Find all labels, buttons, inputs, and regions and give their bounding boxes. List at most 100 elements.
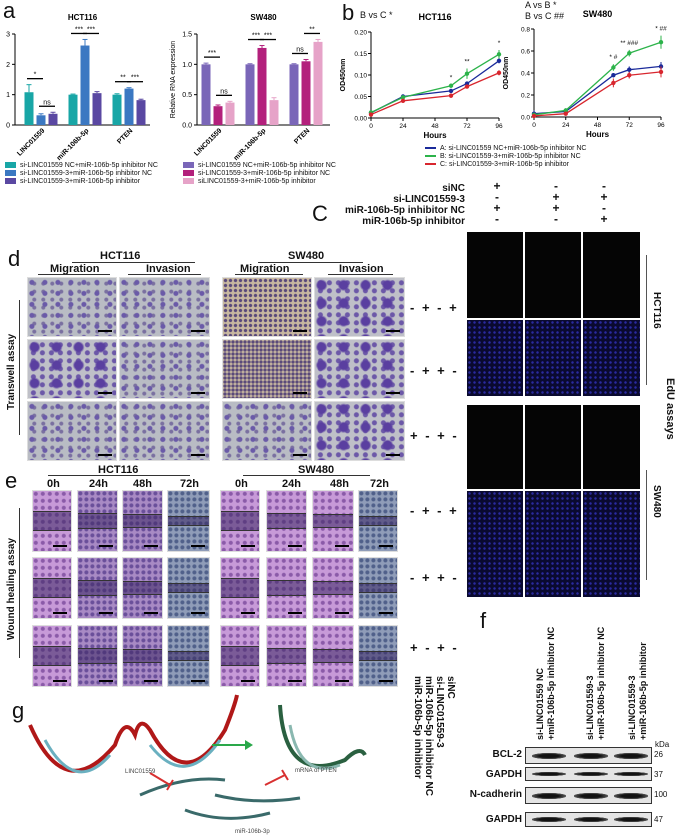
bar (301, 61, 311, 125)
protein-band (614, 792, 648, 799)
transwell-image (222, 401, 312, 461)
protein-band (614, 816, 648, 823)
significance-label: ns (220, 88, 228, 95)
chart-title: SW480 (583, 9, 613, 19)
edu-label-hct116: HCT116 (651, 292, 662, 329)
condition-label: siNC (442, 183, 465, 194)
d-invasion-label: Invasion (146, 263, 191, 275)
e-title-hct116: HCT116 (98, 464, 139, 476)
protein-band (532, 816, 566, 823)
y-tick-label: 0.10 (354, 73, 367, 80)
transwell-image (119, 339, 210, 399)
data-point (658, 40, 664, 45)
significance-label: *** (87, 26, 95, 33)
transwell-image (222, 277, 312, 337)
y-axis-label: OD450nm (503, 57, 510, 90)
y-tick-label: 1 (6, 92, 10, 99)
divider (235, 274, 303, 275)
time-label: 24h (89, 478, 108, 490)
kda-marker: 37 (654, 770, 663, 779)
mrna-pten-label: mRNA of PTEN (295, 768, 337, 774)
protein-band (532, 771, 566, 777)
significance-label: ns (296, 46, 304, 53)
y-tick-label: 0.5 (182, 92, 192, 99)
data-point (496, 70, 502, 76)
edu-image (525, 320, 581, 396)
data-point (496, 58, 502, 64)
transwell-image (314, 401, 405, 461)
y-tick-label: 2 (6, 62, 10, 69)
bar (213, 106, 223, 125)
d-invasion-label: Invasion (339, 263, 384, 275)
divider (258, 262, 363, 263)
data-point (627, 51, 632, 56)
wound-image (77, 625, 118, 687)
time-label: 72h (370, 478, 389, 490)
panel-label-e: e (5, 468, 18, 493)
kda-marker: 26 (654, 750, 663, 759)
significance-label: ** (464, 59, 470, 66)
x-tick-label: 48 (431, 123, 439, 130)
legend-swatch (425, 163, 436, 165)
legend-swatch (425, 147, 436, 149)
mechanism-diagram: LINC01559 mRNA of PTEN miR-106b-3p (28, 694, 367, 835)
condition-legend-vertical: siNC si-LINC01559-3 miR-106b-5p inhibito… (412, 676, 456, 797)
data-point (448, 88, 454, 94)
edu-assays-label: EdU assays (664, 378, 676, 440)
panel-label-d: d (8, 246, 21, 271)
row-signs: + - + - (410, 640, 459, 655)
significance-label: ** ### (620, 40, 638, 47)
significance-label: ns (43, 99, 51, 106)
divider (646, 470, 647, 580)
x-tick-label: 72 (463, 123, 471, 130)
series-line (370, 60, 500, 114)
data-point (611, 80, 616, 86)
protein-band (574, 752, 608, 759)
time-label: 24h (282, 478, 301, 490)
legend-item: B: si-LINC01559-3+miR-106b-5p inhibitor … (425, 152, 586, 160)
edu-image (467, 320, 523, 396)
wound-image (358, 625, 398, 687)
y-tick-label: 0.8 (521, 27, 530, 34)
wound-image (77, 557, 118, 619)
wound-image (220, 557, 260, 619)
bar (24, 92, 34, 125)
transwell-image (119, 401, 210, 461)
time-label: 72h (180, 478, 199, 490)
data-point (448, 83, 454, 88)
data-point (627, 73, 632, 78)
y-axis-label: OD450nm (340, 59, 347, 92)
bar (245, 64, 255, 125)
series-line (533, 41, 662, 116)
significance-label: * (34, 72, 37, 79)
x-tick-label: 0 (369, 123, 373, 130)
protein-band (614, 771, 648, 777)
edu-image (467, 405, 523, 489)
wound-image (220, 490, 260, 552)
wound-image (266, 490, 307, 552)
legend-item: siLINC01559-3+miR-106b-5p inhibitor (183, 177, 336, 185)
y-tick-label: 0.05 (354, 94, 367, 101)
protein-band (574, 771, 608, 777)
protein-band (574, 792, 608, 799)
c-condition-labels: siNC si-LINC01559-3 miR-106b-5p inhibito… (330, 183, 465, 227)
significance-label: ** (309, 26, 315, 33)
blot-image (525, 787, 652, 804)
x-tick-label: PTEN (116, 127, 134, 145)
inhibition-icon (149, 769, 289, 791)
wound-image (32, 490, 72, 552)
chart-title: HCT116 (68, 13, 98, 22)
time-label: 48h (133, 478, 152, 490)
transwell-image (314, 339, 405, 399)
condition-label: miR-106b-5p inhibitor (362, 216, 465, 227)
blot-label: GAPDH (485, 769, 522, 780)
kda-label: kDa (655, 740, 670, 749)
wound-image (167, 625, 210, 687)
significance-label: * (450, 74, 453, 81)
chart-title: SW480 (250, 13, 277, 22)
wound-image (220, 625, 260, 687)
significance-label: * # (609, 54, 617, 61)
stat-note: B vs C ## (525, 11, 565, 21)
legend-item: si-LINC01559 NC+miR-106b-5p inhibitor NC (183, 161, 336, 169)
